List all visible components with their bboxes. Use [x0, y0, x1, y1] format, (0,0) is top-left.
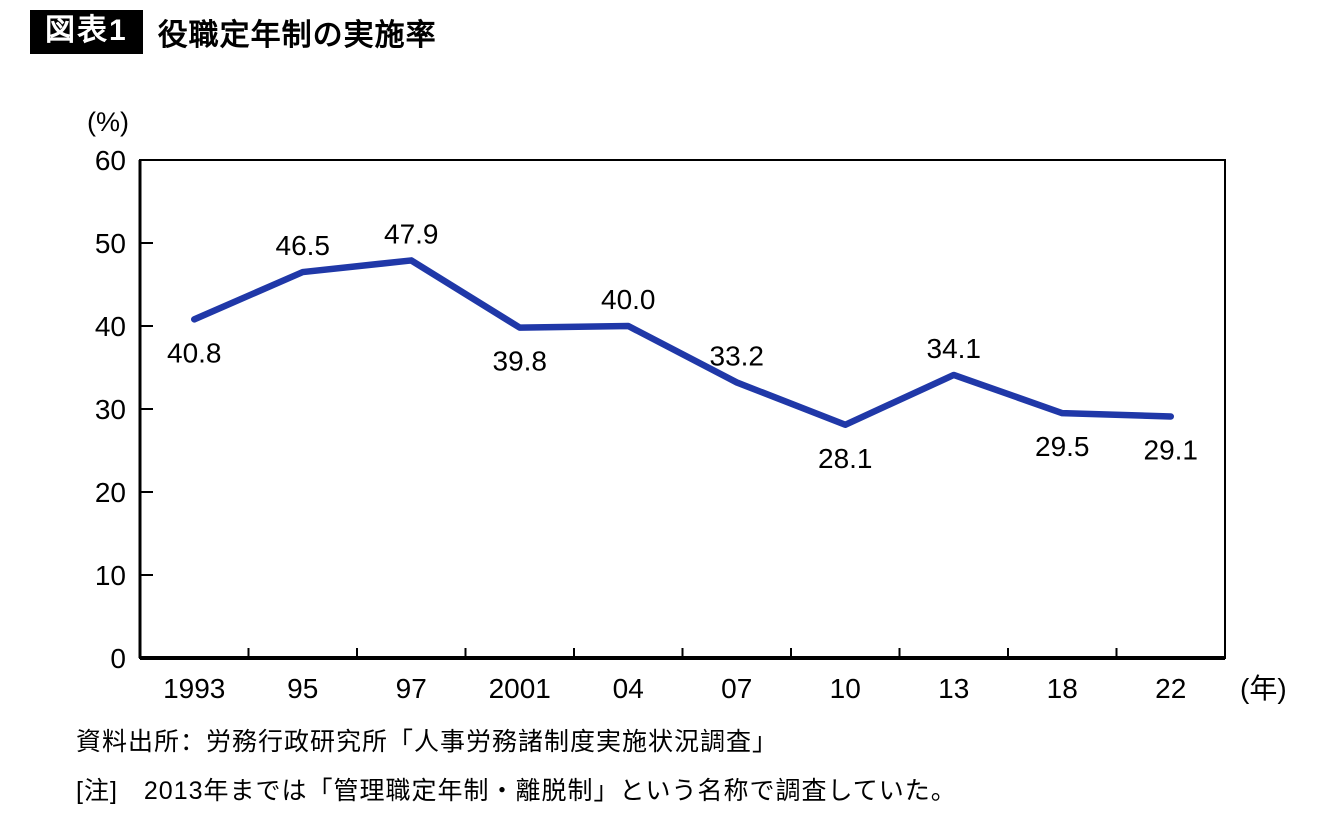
- data-point-label: 29.1: [1144, 434, 1199, 465]
- data-point-label: 46.5: [276, 230, 331, 261]
- x-tick-label: 07: [721, 673, 752, 704]
- x-tick-label: 22: [1155, 673, 1186, 704]
- data-point-label: 40.0: [601, 284, 656, 315]
- x-axis-unit-label: (年): [1240, 673, 1287, 704]
- figure-title: 役職定年制の実施率: [157, 19, 437, 52]
- x-tick-label: 95: [287, 673, 318, 704]
- chart-content: 0 10 20 30 40 50 60 1993 95 97 2001 04 07 10 13 18 22 40.…: [95, 145, 1226, 704]
- figure-header: 図表1 役職定年制の実施率: [30, 10, 437, 54]
- x-tick-label: 2001: [489, 673, 551, 704]
- x-tick-label: 13: [938, 673, 969, 704]
- data-point-label: 34.1: [927, 333, 982, 364]
- y-tick-label: 10: [95, 560, 126, 591]
- data-point-label: 28.1: [818, 443, 873, 474]
- survey-name-note: [注] 2013年までは「管理職定年制・離脱制」という名称で調査していた。: [76, 776, 957, 805]
- y-axis-unit-label: (%): [87, 107, 129, 137]
- data-point-label: 29.5: [1035, 431, 1090, 462]
- y-tick-label: 0: [110, 643, 126, 674]
- x-tick-label: 97: [396, 673, 427, 704]
- figure-label-badge: 図表1: [30, 10, 143, 54]
- data-line: [191, 257, 1174, 429]
- y-tick-label: 40: [95, 311, 126, 342]
- x-tick-label: 18: [1047, 673, 1078, 704]
- x-tick-label: 1993: [163, 673, 225, 704]
- y-tick-label: 20: [95, 477, 126, 508]
- y-tick-label: 30: [95, 394, 126, 425]
- chart-footer: 資料出所：労務行政研究所「人事労務諸制度実施状況調査」 [注] 2013年までは…: [76, 718, 957, 816]
- y-tick-label: 50: [95, 228, 126, 259]
- data-point-label: 33.2: [710, 340, 765, 371]
- y-tick-label: 60: [95, 145, 126, 176]
- x-tick-label: 10: [830, 673, 861, 704]
- x-tick-label: 04: [613, 673, 644, 704]
- data-point-label: 47.9: [384, 218, 439, 249]
- data-point-label: 40.8: [167, 337, 222, 368]
- data-point-label: 39.8: [493, 346, 548, 377]
- source-note: 資料出所：労務行政研究所「人事労務諸制度実施状況調査」: [76, 728, 779, 756]
